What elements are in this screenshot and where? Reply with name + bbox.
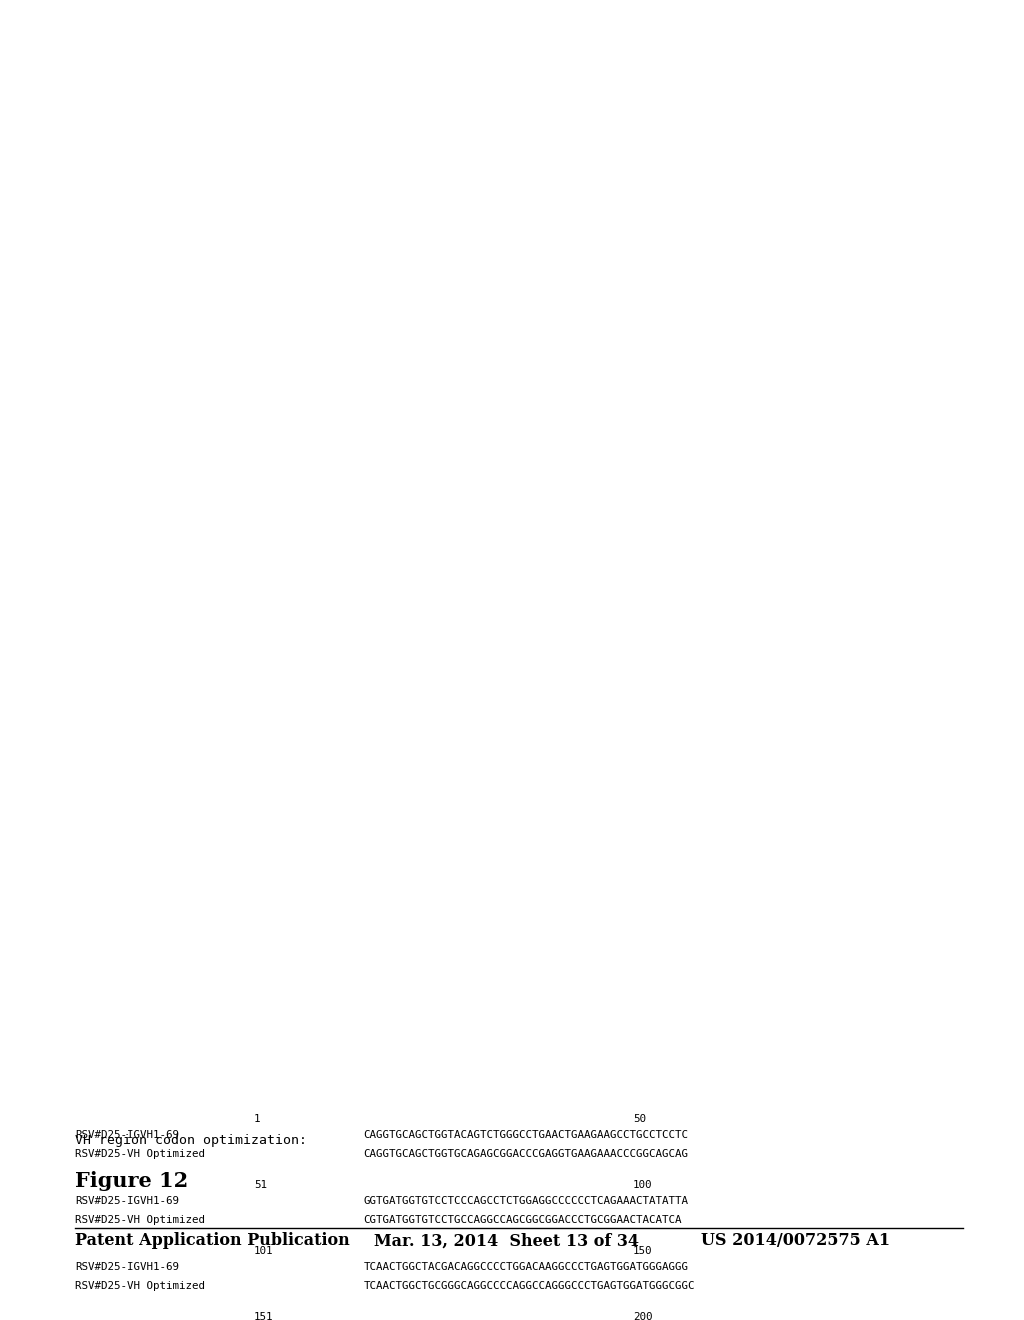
Text: RSV#D25-IGVH1-69: RSV#D25-IGVH1-69 — [75, 1130, 179, 1140]
Text: GGTGATGGTGTCCTCCCAGCCTCTGGAGGCCCCCCTCAGAAACTATATTA: GGTGATGGTGTCCTCCCAGCCTCTGGAGGCCCCCCTCAGA… — [364, 1196, 688, 1206]
Text: 200: 200 — [633, 1312, 652, 1320]
Text: US 2014/0072575 A1: US 2014/0072575 A1 — [701, 1233, 891, 1249]
Text: RSV#D25-VH Optimized: RSV#D25-VH Optimized — [75, 1214, 205, 1225]
Text: 51: 51 — [254, 1180, 267, 1191]
Text: 101: 101 — [254, 1246, 273, 1257]
Text: RSV#D25-VH Optimized: RSV#D25-VH Optimized — [75, 1148, 205, 1159]
Text: RSV#D25-IGVH1-69: RSV#D25-IGVH1-69 — [75, 1262, 179, 1272]
Text: RSV#D25-VH Optimized: RSV#D25-VH Optimized — [75, 1280, 205, 1291]
Text: TCAACTGGCTGCGGGCAGGCCCCAGGCCAGGGCCCTGAGTGGATGGGCGGC: TCAACTGGCTGCGGGCAGGCCCCAGGCCAGGGCCCTGAGT… — [364, 1280, 695, 1291]
Text: Figure 12: Figure 12 — [75, 1171, 188, 1192]
Text: 50: 50 — [633, 1114, 646, 1125]
Text: VH region codon optimization:: VH region codon optimization: — [75, 1134, 307, 1147]
Text: CAGGTGCAGCTGGTGCAGAGCGGACCCGAGGTGAAGAAACCCGGCAGCAG: CAGGTGCAGCTGGTGCAGAGCGGACCCGAGGTGAAGAAAC… — [364, 1148, 688, 1159]
Text: 150: 150 — [633, 1246, 652, 1257]
Text: Mar. 13, 2014  Sheet 13 of 34: Mar. 13, 2014 Sheet 13 of 34 — [374, 1233, 639, 1249]
Text: CAGGTGCAGCTGGTACAGTCTGGGCCTGAACTGAAGAAGCCTGCCTCCTC: CAGGTGCAGCTGGTACAGTCTGGGCCTGAACTGAAGAAGC… — [364, 1130, 688, 1140]
Text: 151: 151 — [254, 1312, 273, 1320]
Text: TCAACTGGCTACGACAGGCCCCTGGACAAGGCCCTGAGTGGATGGGAGGG: TCAACTGGCTACGACAGGCCCCTGGACAAGGCCCTGAGTG… — [364, 1262, 688, 1272]
Text: 100: 100 — [633, 1180, 652, 1191]
Text: Patent Application Publication: Patent Application Publication — [75, 1233, 349, 1249]
Text: RSV#D25-IGVH1-69: RSV#D25-IGVH1-69 — [75, 1196, 179, 1206]
Text: CGTGATGGTGTCCTGCCAGGCCAGCGGCGGACCCTGCGGAACTACATCA: CGTGATGGTGTCCTGCCAGGCCAGCGGCGGACCCTGCGGA… — [364, 1214, 682, 1225]
Text: 1: 1 — [254, 1114, 260, 1125]
